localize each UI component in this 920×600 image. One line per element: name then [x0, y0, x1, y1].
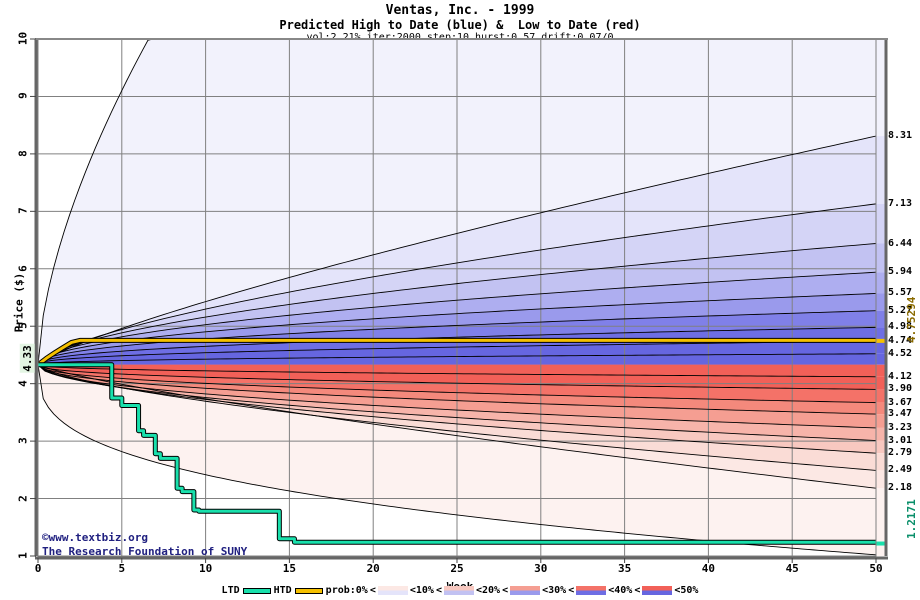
quantile-label-7.13: 7.13	[888, 197, 913, 209]
x-tick-25: 25	[450, 562, 464, 575]
y-tick-8: 8	[16, 150, 30, 157]
quantile-label-5.94: 5.94	[888, 266, 913, 278]
copyright-line[interactable]: ©www.textbiz.org	[42, 531, 148, 544]
legend-htd-label: HTD	[273, 585, 292, 596]
y-tick-4: 4	[16, 379, 30, 387]
legend-lt-1: <	[435, 585, 442, 596]
quantile-label-3.90: 3.90	[888, 383, 913, 395]
y-tick-10: 10	[16, 31, 30, 46]
quantile-label-3.01: 3.01	[888, 434, 913, 446]
legend-swatch-4	[576, 586, 607, 595]
quantile-label-4.98: 4.98	[888, 321, 913, 333]
quantile-label-3.47: 3.47	[888, 408, 913, 420]
x-tick-40: 40	[701, 562, 716, 575]
legend-lt-2: <	[502, 585, 509, 596]
quantile-label-3.23: 3.23	[888, 421, 913, 433]
legend-bin-5: <50%	[674, 585, 699, 596]
legend-htd-swatch	[294, 587, 323, 594]
legend-bin-2: <20%	[475, 585, 501, 596]
legend-ltd-swatch	[242, 587, 271, 594]
htd-end-label: 4.75294	[905, 297, 918, 344]
x-tick-30: 30	[534, 562, 548, 575]
x-tick-20: 20	[366, 562, 380, 575]
x-tick-5: 5	[118, 562, 126, 575]
quantile-label-4.74: 4.74	[888, 335, 913, 347]
y-tick-7: 7	[16, 207, 30, 215]
y-tick-9: 9	[16, 92, 30, 100]
quantile-label-5.57: 5.57	[888, 287, 913, 299]
y-tick-2: 2	[16, 494, 30, 502]
chart-legend: LTD HTD prob:0% < <10% < <20% < <30% < <40% < <50%	[0, 585, 920, 596]
legend-ltd-label: LTD	[221, 585, 240, 596]
legend-swatch-5	[642, 586, 673, 595]
y-tick-6: 6	[16, 264, 30, 272]
quantile-label-8.31: 8.31	[888, 130, 913, 142]
legend-lt-4: <	[634, 585, 641, 596]
chart-title: Ventas, Inc. - 1999	[385, 3, 535, 18]
x-tick-10: 10	[198, 562, 213, 575]
x-tick-35: 35	[617, 562, 632, 575]
x-tick-15: 15	[282, 562, 297, 575]
legend-swatch-1	[377, 586, 408, 595]
x-tick-45: 45	[785, 562, 799, 575]
legend-bin-1: <10%	[409, 585, 434, 596]
y-tick-3: 3	[16, 437, 30, 444]
quantile-label-6.44: 6.44	[888, 237, 913, 249]
legend-swatch-2	[443, 586, 474, 595]
ltd-end-label: 1.2171	[905, 499, 918, 539]
quantile-label-4.52: 4.52	[888, 347, 913, 359]
legend-lt-0: <	[369, 585, 376, 596]
x-tick-50: 50	[869, 562, 883, 575]
quantile-label-4.12: 4.12	[888, 370, 913, 382]
legend-lt-3: <	[568, 585, 575, 596]
x-tick-0: 0	[34, 562, 42, 575]
organization-line: The Research Foundation of SUNY	[42, 545, 248, 558]
y-tick-5: 5	[16, 322, 30, 330]
legend-prob-label: prob:0%	[325, 585, 368, 596]
quantile-label-5.27: 5.27	[888, 304, 913, 316]
chart-subtitle: Predicted High to Date (blue) & Low to D…	[279, 18, 641, 32]
quantile-label-2.79: 2.79	[888, 447, 913, 459]
chart-parameters: vol:2.21% iter:2000 step:10 hurst:0.57 d…	[306, 32, 614, 43]
legend-bin-3: <30%	[542, 585, 567, 596]
legend-bin-4: <40%	[608, 585, 633, 596]
quantile-label-3.67: 3.67	[888, 396, 913, 408]
quantile-label-2.49: 2.49	[888, 464, 913, 476]
legend-swatch-3	[510, 586, 541, 595]
quantile-label-2.18: 2.18	[888, 482, 913, 494]
